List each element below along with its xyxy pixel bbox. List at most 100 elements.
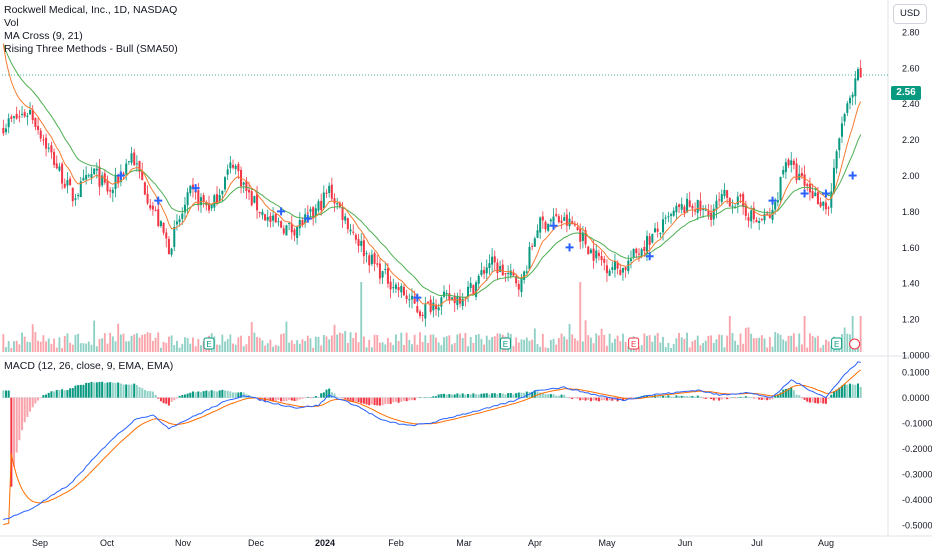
candle [288, 222, 291, 231]
candle [4, 123, 8, 136]
candle [154, 206, 157, 212]
candle [720, 189, 723, 206]
macd-histogram-bar [731, 397, 734, 399]
candle [389, 275, 392, 299]
candle-body [824, 202, 827, 210]
volume-bar [696, 335, 699, 352]
volume-bar [261, 340, 264, 352]
candle [277, 217, 280, 227]
macd-histogram-bar [739, 396, 742, 398]
volume-bar [515, 337, 518, 352]
volume-bar [360, 282, 363, 352]
volume-bar [816, 335, 819, 352]
candle-body [822, 201, 825, 206]
macd-histogram-bar [47, 392, 50, 398]
candle-body [157, 209, 160, 227]
candle-body [699, 200, 702, 211]
candle-body [226, 169, 229, 175]
candle-body [122, 173, 125, 175]
macd-histogram-bar [800, 397, 803, 399]
macd-histogram-bar [293, 397, 296, 401]
volume-bar [328, 339, 331, 352]
candle-body [667, 216, 670, 218]
macd-histogram-bar [370, 397, 373, 405]
candle-body [306, 212, 309, 214]
macd-histogram-bar [418, 397, 421, 398]
candle [477, 273, 480, 291]
volume-bar [443, 337, 445, 352]
macd-histogram-bar [846, 384, 849, 398]
candle [712, 204, 715, 226]
macd-histogram-bar [354, 397, 357, 402]
macd-histogram-bar [55, 390, 58, 398]
volume-bar [71, 344, 74, 352]
volume-bar [581, 341, 584, 352]
volume-bar [258, 337, 261, 352]
candle-body [429, 299, 432, 313]
candle [143, 181, 146, 196]
candle [296, 225, 299, 245]
volume-bar [846, 333, 849, 352]
candle-body [127, 161, 130, 163]
candle [376, 254, 379, 268]
macd-histogram-bar [451, 394, 454, 398]
candle-body [4, 128, 8, 133]
candle-body [101, 175, 104, 186]
macd-histogram-bar [784, 388, 787, 398]
volume-bar [811, 336, 814, 352]
macd-histogram-bar [389, 397, 392, 404]
volume-bar [10, 347, 13, 352]
macd-histogram-bar [317, 397, 320, 398]
volume-bar [18, 344, 21, 352]
candle [629, 250, 632, 269]
volume-bar [744, 327, 747, 352]
macd-histogram-bar [416, 397, 419, 399]
macd-histogram-bar [368, 397, 371, 406]
volume-bar [784, 341, 787, 352]
time-tick-label: Feb [388, 538, 404, 548]
volume-bar [432, 334, 435, 352]
candle [202, 192, 205, 208]
volume-bar [651, 341, 654, 352]
candle-body [611, 267, 614, 270]
candle-body [536, 230, 539, 238]
volume-bar [555, 344, 558, 352]
macd-histogram-bar [413, 397, 416, 401]
volume-bar [312, 347, 315, 352]
volume-bar [200, 345, 202, 352]
macd-histogram-bar [50, 391, 53, 398]
macd-histogram-bar [600, 397, 603, 401]
currency-button[interactable]: USD [893, 4, 927, 24]
candle-body [397, 287, 400, 291]
volume-bar [336, 334, 339, 352]
volume-bar [627, 346, 630, 352]
macd-histogram-bar [61, 389, 64, 398]
volume-bar [87, 341, 90, 352]
candle [451, 296, 454, 301]
macd-histogram-bar [808, 397, 811, 403]
candle-body [621, 267, 624, 273]
volume-bar [181, 344, 184, 352]
volume-bar [122, 333, 125, 352]
ma-fast-line [2, 43, 862, 307]
volume-bar [493, 336, 496, 352]
volume-bar [408, 340, 411, 352]
macd-histogram-bar [205, 390, 208, 398]
volume-bar [55, 347, 58, 352]
volume-bar [475, 334, 478, 352]
macd-histogram-bar [384, 397, 387, 405]
candle-body [779, 176, 782, 201]
candle [418, 309, 421, 319]
macd-histogram-bar [285, 397, 288, 402]
volume-bar [803, 316, 806, 352]
macd-histogram-bar [699, 396, 702, 398]
candle-body [616, 262, 619, 269]
volume-bar [464, 333, 467, 352]
volume-bar [608, 333, 611, 352]
volume-bar [822, 344, 825, 352]
candle-body [806, 184, 809, 186]
macd-histogram-bar [199, 392, 202, 398]
candle [101, 171, 104, 188]
macd-histogram-bar [485, 393, 488, 398]
